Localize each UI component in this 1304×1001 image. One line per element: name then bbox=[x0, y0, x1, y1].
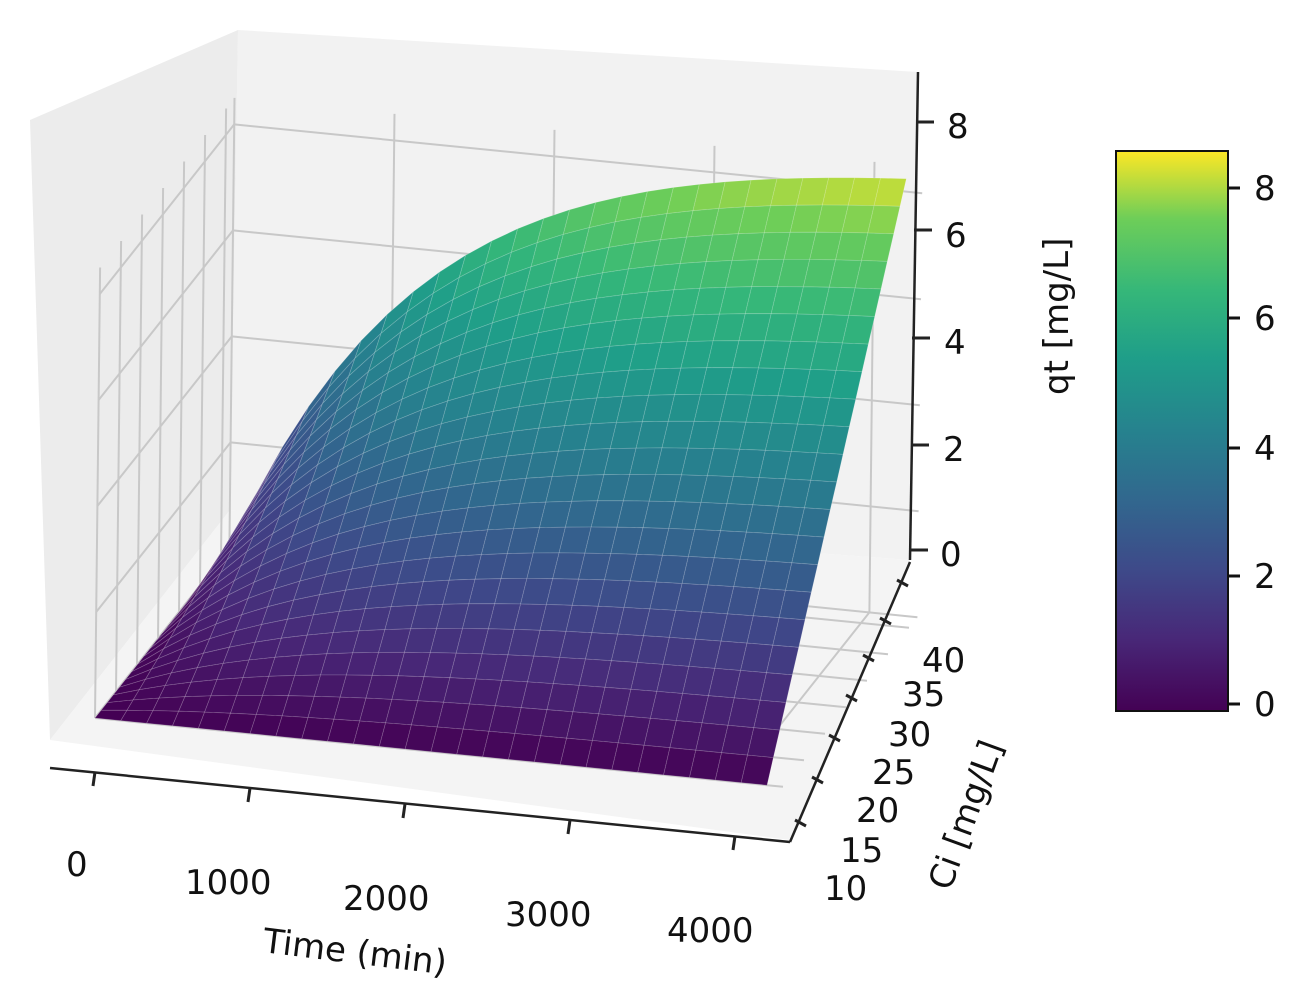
surface-patch bbox=[810, 452, 844, 483]
z-tick-label: 6 bbox=[945, 216, 967, 256]
y-tick-label: 40 bbox=[922, 641, 965, 681]
tick-marks bbox=[91, 120, 934, 851]
y-axis-title: Ci [mg/L] bbox=[921, 735, 1012, 895]
axis-lines bbox=[49, 71, 920, 844]
surface-patch bbox=[804, 479, 838, 510]
colorbar-tick-label: 0 bbox=[1254, 685, 1276, 725]
z-tick-label: 4 bbox=[944, 323, 966, 363]
surface-patch bbox=[854, 260, 888, 290]
surface-patch bbox=[791, 534, 825, 566]
y-tick-label: 35 bbox=[902, 675, 945, 715]
z-axis-title: qt [mg/L] bbox=[1037, 238, 1077, 395]
surface-patch bbox=[759, 672, 793, 703]
x-tick-label: 0 bbox=[66, 845, 88, 885]
grid-line bbox=[115, 240, 123, 692]
surface-patch bbox=[766, 644, 800, 676]
colorbar-ticks bbox=[1228, 186, 1240, 706]
surface-patch bbox=[778, 589, 812, 621]
left-pane bbox=[30, 30, 238, 740]
surface-patch bbox=[823, 397, 857, 428]
colorbar-tick-label: 6 bbox=[1254, 299, 1276, 339]
surface-patch bbox=[848, 287, 882, 317]
grid-line bbox=[136, 214, 144, 666]
grid-line bbox=[94, 267, 102, 719]
grid-line bbox=[97, 229, 234, 401]
grid-line bbox=[228, 97, 236, 549]
colorbar-tick-label: 8 bbox=[1254, 169, 1276, 209]
z-tick-label: 8 bbox=[947, 107, 969, 147]
y-tick-label: 20 bbox=[856, 791, 899, 831]
grid-line bbox=[96, 335, 233, 507]
surface-patch bbox=[842, 315, 876, 345]
x-tick-label: 4000 bbox=[667, 911, 754, 951]
x-axis-title: Time (min) bbox=[260, 921, 449, 983]
z-tick-label: 2 bbox=[943, 430, 965, 470]
surface-patch bbox=[835, 342, 869, 373]
colorbar-tick-label: 4 bbox=[1254, 429, 1276, 469]
x-tick-label: 3000 bbox=[505, 895, 592, 935]
z-tick-label: 0 bbox=[940, 535, 962, 575]
surface-patch bbox=[873, 177, 907, 207]
y-tick-label: 15 bbox=[840, 831, 883, 871]
grid-line bbox=[95, 441, 232, 613]
surface-mesh bbox=[94, 177, 907, 786]
x-tick-label: 1000 bbox=[185, 863, 272, 903]
colorbar bbox=[1115, 150, 1229, 712]
grid-line bbox=[220, 108, 228, 560]
x-tick-label: 2000 bbox=[343, 879, 430, 919]
grid-line bbox=[199, 134, 207, 586]
y-tick-label: 25 bbox=[872, 753, 915, 793]
grid-line bbox=[99, 123, 235, 295]
y-tick-label: 10 bbox=[824, 869, 867, 909]
surface-patch bbox=[829, 369, 863, 400]
y-tick-label: 30 bbox=[888, 715, 931, 755]
surface-patch bbox=[785, 562, 819, 593]
grid-line bbox=[157, 187, 165, 639]
surface-patch bbox=[740, 754, 774, 786]
grid-line bbox=[178, 161, 186, 613]
colorbar-tick-label: 2 bbox=[1254, 557, 1276, 597]
